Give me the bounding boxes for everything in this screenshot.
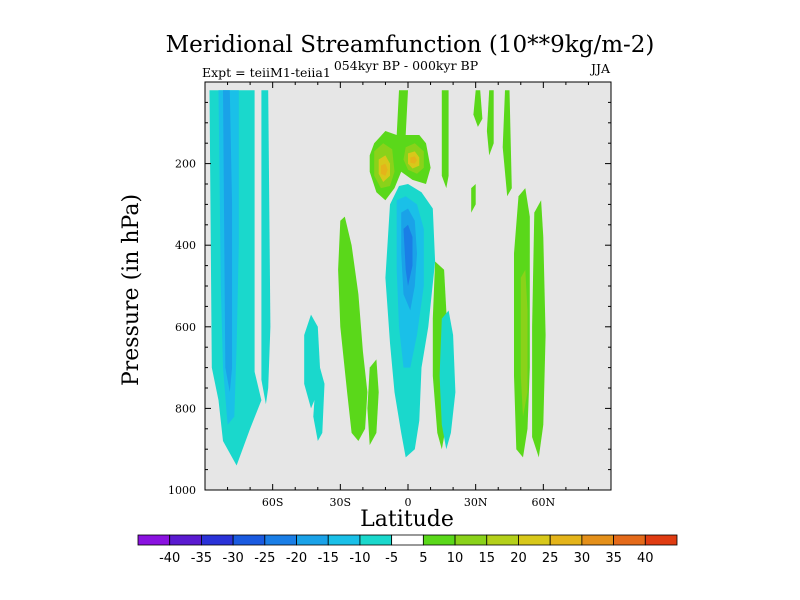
contour-region-sh-cell-inner <box>223 90 233 393</box>
colorbar-label: 25 <box>542 551 559 566</box>
colorbar-label: -20 <box>286 551 307 566</box>
colorbar-label: 40 <box>637 551 654 566</box>
contour-region-nh-band-core <box>520 269 528 417</box>
colorbar-label: -25 <box>254 551 275 566</box>
colorbar-label: 30 <box>574 551 591 566</box>
colorbar-swatch <box>613 534 646 546</box>
colorbar-label: 35 <box>605 551 622 566</box>
y-axis-ticks: 200 400 600 800 1000 <box>168 81 611 497</box>
colorbar-swatch <box>454 534 488 546</box>
contour-region-nh-band-right <box>532 200 546 458</box>
colorbar-swatch <box>549 534 583 546</box>
colorbar-swatch <box>201 534 234 546</box>
contour-region-eq-low-right <box>439 310 456 450</box>
right-string: JJA <box>589 61 611 76</box>
left-string: Expt = teiiM1-teiia1 <box>202 65 331 80</box>
colorbar-swatch <box>581 534 614 546</box>
colorbar-label: -15 <box>318 551 339 566</box>
contour-region-green-low-leftmid <box>367 359 379 446</box>
colorbar-swatch <box>422 534 456 546</box>
colorbar-label: 20 <box>510 551 527 566</box>
y-tick-label: 600 <box>175 321 196 334</box>
contour-region-neg-lowlevel-left <box>304 314 320 409</box>
colorbar-swatch <box>137 534 171 546</box>
colorbar-swatch <box>327 534 361 546</box>
contour-region-green-rising-left <box>338 216 368 441</box>
center-string: 054kyr BP - 000kyr BP <box>334 58 478 73</box>
contour-region-upper-core-left <box>380 163 388 176</box>
x-axis-ticks: 60S 30S 0 30N 60N <box>204 82 612 509</box>
contour-region-green-upper-right-thin <box>471 184 476 213</box>
colorbar-label: -30 <box>223 551 244 566</box>
x-tick-label: 60N <box>532 496 556 509</box>
colorbar-swatch <box>232 534 266 546</box>
colorbar-label: -10 <box>349 551 370 566</box>
contour-region-green-top-right-1 <box>441 90 449 189</box>
x-axis-title: Latitude <box>360 507 454 532</box>
contour-region-eq-neg-core <box>403 224 413 286</box>
colorbar-label: -5 <box>385 551 398 566</box>
contour-region-green-top-right-4 <box>502 90 512 197</box>
colorbar-label: 10 <box>447 551 464 566</box>
x-tick-label: 60S <box>262 496 284 509</box>
colorbar-swatch <box>486 534 519 546</box>
colorbar-label: -40 <box>159 551 180 566</box>
x-tick-label: 30S <box>330 496 352 509</box>
y-tick-label: 1000 <box>168 484 196 497</box>
contour-region-sh-cell-outer-edge <box>261 90 271 405</box>
colorbar-label: 5 <box>419 551 427 566</box>
colorbar-label: -35 <box>191 551 212 566</box>
contour-regions <box>209 90 546 466</box>
chart-title: Meridional Streamfunction (10**9kg/m-2) <box>166 32 655 58</box>
contour-region-green-top-right-3 <box>486 90 494 156</box>
colorbar-swatch <box>169 534 202 546</box>
y-tick-label: 200 <box>175 158 196 171</box>
x-tick-label: 30N <box>464 496 488 509</box>
y-axis-title: Pressure (in hPa) <box>119 194 144 386</box>
colorbar-swatch <box>296 534 329 546</box>
x-tick-label: 0 <box>405 496 412 509</box>
colorbar-swatch <box>518 534 551 546</box>
y-tick-label: 800 <box>175 402 196 415</box>
colorbar-swatch <box>359 534 393 546</box>
contour-region-upper-core-right <box>410 156 417 164</box>
colorbar-label: 15 <box>478 551 495 566</box>
y-tick-label: 400 <box>175 239 196 252</box>
colorbar-swatch <box>644 534 678 546</box>
colorbar: -40 -35 -30 -25 -20 -15 -10 -5 5 10 15 20 25 30 35 40 <box>137 534 678 566</box>
contour-region-green-top-right-2 <box>473 90 483 127</box>
colorbar-swatch <box>391 534 424 546</box>
colorbar-swatch <box>264 534 297 546</box>
